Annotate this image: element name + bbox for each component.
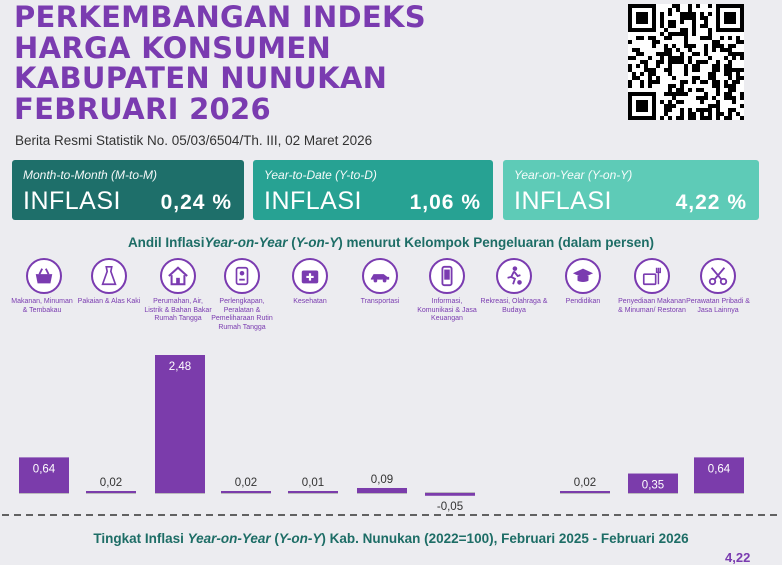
- chart-title-paren: (: [287, 235, 296, 250]
- category-label: Penyediaan Makanan & Minuman/ Restoran: [618, 298, 686, 314]
- medical-kit-icon: [292, 258, 328, 294]
- category-label: Perawatan Pribadi & Jasa Lainnya: [686, 298, 750, 314]
- bar: [357, 487, 407, 493]
- bar: [19, 457, 69, 493]
- bar-value-label: 0,01: [302, 477, 324, 489]
- chart-title-italic: Year-on-Year: [204, 235, 288, 250]
- bar-value-label: -0,05: [437, 501, 463, 513]
- inflation-card-yoy: Year-on-Year (Y-on-Y) INFLASI 4,22 %: [503, 160, 759, 220]
- bar: [86, 491, 136, 493]
- category-label: Perlengkapan, Peralatan & Pemeliharaan R…: [211, 298, 273, 331]
- food-basket-icon: [26, 258, 62, 294]
- card-period-label: Year-on-Year (Y-on-Y): [514, 168, 633, 182]
- card-period-label: Year-to-Date (Y-to-D): [264, 168, 377, 182]
- bar: [694, 457, 744, 493]
- card-name: INFLASI: [23, 187, 121, 215]
- dress-icon: [91, 258, 127, 294]
- category-label: Rekreasi, Olahraga & Budaya: [480, 298, 548, 314]
- card-value: 0,24 %: [160, 191, 232, 214]
- bar-value-label: 0,09: [371, 474, 393, 486]
- bar: [628, 473, 678, 493]
- chart-title: Andil InflasiYear-on-Year (Y-on-Y) menur…: [0, 235, 782, 250]
- card-value: 4,22 %: [675, 191, 747, 214]
- trend-title-paren: (: [270, 531, 279, 546]
- bar-value-label: 0,35: [642, 480, 664, 492]
- category-label: Transportasi: [360, 298, 400, 305]
- title-line-3: KABUPATEN NUNUKAN: [14, 61, 388, 95]
- category-label: Kesehatan: [293, 298, 327, 305]
- chart-title-prefix: Andil Inflasi: [127, 235, 205, 250]
- smartphone-icon: [429, 258, 465, 294]
- trend-title-prefix: Tingkat Inflasi: [93, 531, 188, 546]
- title-line-2: HARGA KONSUMEN: [14, 30, 332, 65]
- qr-code-icon: [628, 4, 744, 120]
- bar: [221, 491, 271, 493]
- trend-title-italic2: Y-on-Y: [278, 531, 322, 546]
- page-title: PERKEMBANGAN INDEKS HARGA KONSUMEN KABUP…: [14, 2, 574, 124]
- card-name: INFLASI: [264, 187, 362, 215]
- house-icon: [160, 258, 196, 294]
- category-label: Makanan, Minuman & Tembakau: [11, 298, 73, 314]
- trend-section-title: Tingkat Inflasi Year-on-Year (Y-on-Y) Ka…: [0, 531, 782, 546]
- inflation-card-ytd: Year-to-Date (Y-to-D) INFLASI 1,06 %: [253, 160, 493, 220]
- graduation-cap-icon: [565, 258, 601, 294]
- inflation-card-mtm: Month-to-Month (M-to-M) INFLASI 0,24 %: [12, 160, 244, 220]
- car-icon: [362, 258, 398, 294]
- bar: [560, 491, 610, 493]
- bar-value-label: 0,64: [708, 463, 731, 475]
- bar-value-label: 0,02: [100, 477, 122, 489]
- bar: [288, 491, 338, 493]
- bar-value-label: 2,48: [169, 361, 191, 373]
- appliance-icon: [224, 258, 260, 294]
- bar: [425, 493, 475, 496]
- restaurant-icon: [634, 258, 670, 294]
- trend-title-italic: Year-on-Year: [187, 531, 271, 546]
- card-value: 1,06 %: [409, 191, 481, 214]
- category-label: Pakaian & Alas Kaki: [77, 298, 141, 305]
- chart-title-suffix: ) menurut Kelompok Pengeluaran (dalam pe…: [338, 235, 655, 250]
- sports-icon: [496, 258, 532, 294]
- card-period-label: Month-to-Month (M-to-M): [23, 168, 158, 182]
- bar-value-label: 0,64: [33, 463, 56, 475]
- title-line-1: PERKEMBANGAN INDEKS: [14, 0, 426, 34]
- scissors-icon: [700, 258, 736, 294]
- category-label: Perumahan, Air, Listrik & Bahan Bakar Ru…: [144, 298, 212, 322]
- page-subtitle: Berita Resmi Statistik No. 05/03/6504/Th…: [15, 133, 373, 148]
- title-line-4: FEBRUARI 2026: [14, 91, 271, 126]
- category-label: Informasi, Komunikasi & Jasa Keuangan: [417, 298, 477, 322]
- bar: [155, 355, 205, 493]
- bar-value-label: 0,02: [574, 477, 596, 489]
- category-label: Pendidikan: [565, 298, 601, 305]
- trend-first-value: 4,22: [725, 550, 751, 565]
- card-name: INFLASI: [514, 187, 612, 215]
- trend-title-suffix: ) Kab. Nunukan (2022=100), Februari 2025…: [321, 531, 689, 546]
- bar-value-label: 0,02: [235, 477, 257, 489]
- chart-title-italic2: Y-on-Y: [295, 235, 339, 250]
